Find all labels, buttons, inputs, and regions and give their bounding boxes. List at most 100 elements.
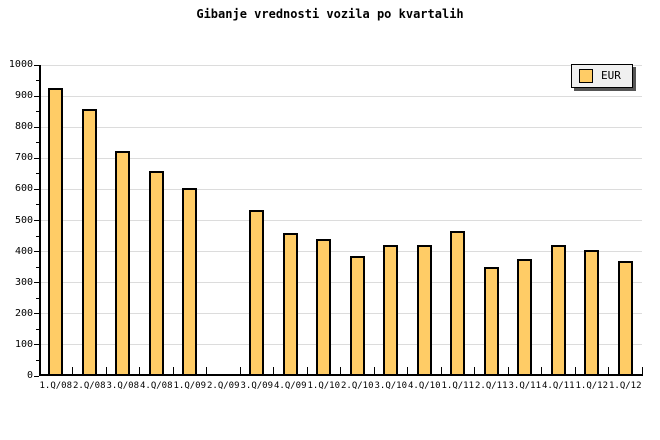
gridline-y200 <box>39 313 642 315</box>
y-tick-major <box>34 251 39 253</box>
x-tick <box>407 367 408 375</box>
x-axis-label-0: 1.Q/08 <box>39 381 72 391</box>
gridline-y400 <box>39 251 642 253</box>
bar-3q09-6 <box>249 209 265 376</box>
x-tick <box>574 367 576 375</box>
y-tick-minor <box>36 80 39 82</box>
x-axis-label-3: 4.Q/08 <box>139 381 173 391</box>
bar-2q08-1 <box>81 108 97 376</box>
x-axis-label-9: 2.Q/10 <box>340 381 374 391</box>
bar-1q12-16 <box>584 250 600 376</box>
bar-2q10-9 <box>349 256 365 376</box>
chart-title: Gibanje vrednosti vozila po kvartalih <box>196 7 464 21</box>
y-tick-minor <box>36 142 39 144</box>
y-tick-major <box>34 282 39 284</box>
y-axis-label-300: 300 <box>14 276 33 288</box>
x-tick <box>641 367 643 375</box>
bar-4q09-7 <box>282 232 298 376</box>
x-axis-label-1: 2.Q/08 <box>72 381 106 391</box>
bar-4q10-11 <box>416 245 432 376</box>
y-axis-label-700: 700 <box>14 152 33 164</box>
x-tick <box>273 367 274 375</box>
legend-swatch <box>579 69 593 83</box>
y-tick-major <box>34 126 39 128</box>
x-tick <box>172 367 174 375</box>
y-tick-minor <box>36 111 39 113</box>
gridline-y500 <box>39 220 642 221</box>
y-tick-minor <box>36 204 39 206</box>
bar-4q11-15 <box>550 245 566 376</box>
bar-3q11-14 <box>517 259 533 376</box>
gridline-y300 <box>39 282 642 284</box>
y-axis-label-200: 200 <box>14 307 33 319</box>
x-tick <box>206 367 207 375</box>
bar-1q10-8 <box>316 239 332 376</box>
y-tick-minor <box>36 328 39 330</box>
bar-1q12-17 <box>617 260 633 376</box>
gridline-y1000 <box>39 64 642 66</box>
y-tick-major <box>34 64 39 66</box>
y-tick-major <box>34 157 39 159</box>
bar-3q10-10 <box>383 245 399 376</box>
x-axis-label-16: 1.Q/12 <box>575 381 608 391</box>
x-axis-label-11: 4.Q/10 <box>407 381 441 391</box>
x-tick <box>139 367 140 375</box>
x-tick <box>306 367 308 375</box>
x-axis-label-13: 2.Q/11 <box>474 381 508 391</box>
gridline-y100 <box>39 344 642 346</box>
y-axis-label-900: 900 <box>14 90 33 102</box>
x-tick <box>373 367 375 375</box>
gridline-y700 <box>39 157 642 159</box>
y-tick-major <box>34 188 39 190</box>
x-axis-label-4: 1.Q/09 <box>173 381 206 391</box>
y-tick-minor <box>36 235 39 237</box>
y-axis-label-1000: 1000 <box>8 59 33 70</box>
x-tick <box>440 367 442 375</box>
y-axis-label-0: 0 <box>26 370 33 381</box>
gridline-y600 <box>39 188 642 190</box>
x-tick <box>507 367 509 375</box>
x-tick <box>239 367 241 375</box>
x-axis-label-12: 1.Q/11 <box>441 381 474 391</box>
x-axis-label-15: 4.Q/11 <box>541 381 575 391</box>
gridline-y900 <box>39 95 642 97</box>
x-axis-label-5: 2.Q/09 <box>206 381 240 391</box>
y-tick-minor <box>36 173 39 175</box>
x-tick <box>541 367 542 375</box>
x-tick <box>474 367 475 375</box>
bar-1q09-4 <box>182 187 198 376</box>
bar-1q08-0 <box>48 88 64 376</box>
y-tick-major <box>34 344 39 346</box>
y-axis-label-100: 100 <box>14 338 33 350</box>
x-tick <box>105 367 107 375</box>
x-axis-label-6: 3.Q/09 <box>240 381 273 391</box>
bar-1q11-12 <box>450 231 466 376</box>
plot-area: 0 100 200 300 400 500 600 700 800 900 1000 1.Q/08 2.… <box>9 60 643 391</box>
y-tick-major <box>34 313 39 315</box>
y-tick-minor <box>36 266 39 268</box>
legend-label: EUR <box>601 69 621 82</box>
gridline-y800 <box>39 126 642 128</box>
x-axis-label-8: 1.Q/10 <box>307 381 340 391</box>
x-tick <box>72 367 73 375</box>
x-axis-label-2: 3.Q/08 <box>106 381 139 391</box>
y-axis-label-600: 600 <box>14 183 33 195</box>
x-tick <box>340 367 341 375</box>
y-tick-minor <box>36 297 39 299</box>
y-axis-label-800: 800 <box>14 121 33 133</box>
x-tick <box>608 367 609 375</box>
y-tick-major <box>34 375 39 377</box>
y-tick-major <box>34 220 39 221</box>
x-axis-label-7: 4.Q/09 <box>273 381 307 391</box>
bar-3q08-2 <box>115 150 131 376</box>
y-tick-minor <box>36 359 39 361</box>
x-axis-label-17: 1.Q/12 <box>608 381 642 391</box>
x-axis-line <box>39 374 643 376</box>
x-axis-label-10: 3.Q/10 <box>374 381 407 391</box>
y-tick-major <box>34 95 39 97</box>
y-axis-label-400: 400 <box>14 245 33 257</box>
y-axis-label-500: 500 <box>14 214 33 226</box>
legend-box: EUR <box>571 64 633 88</box>
y-axis-line <box>39 65 41 376</box>
